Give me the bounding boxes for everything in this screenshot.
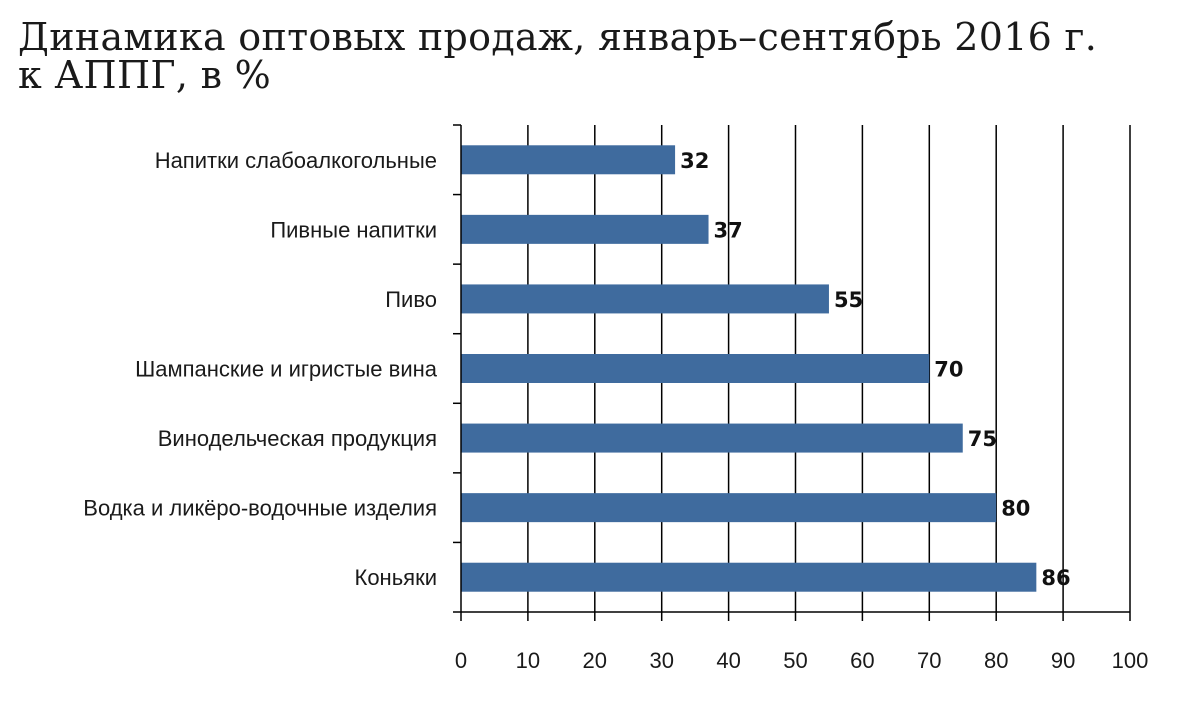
bar-6 [461,562,1037,592]
x-tick-label-0: 0 [455,648,467,673]
x-tick-label-90: 90 [1051,648,1075,673]
x-tick-label-30: 30 [649,648,673,673]
x-tick-label-10: 10 [516,648,540,673]
bar-1 [461,214,709,244]
bars [461,145,1037,592]
chart-title: Динамика оптовых продаж, январь–сентябрь… [18,18,1178,94]
data-label-3: 70 [934,358,963,382]
x-tick-label-60: 60 [850,648,874,673]
bar-0 [461,145,676,175]
labels: 0 10 20 30 40 50 60 70 80 90 100 Напитки слабоалког… [83,148,1148,673]
data-label-5: 80 [1001,497,1030,521]
x-tick-label-40: 40 [716,648,740,673]
category-label-3: Шампанские и игристые вина [135,357,438,382]
x-tick-label-100: 100 [1112,648,1149,673]
axes [453,124,1131,621]
data-label-6: 86 [1041,566,1070,590]
category-label-2: Пиво [385,287,437,312]
bar-2 [461,284,829,314]
x-tick-label-50: 50 [783,648,807,673]
data-label-1: 37 [714,218,743,242]
data-label-4: 75 [968,427,997,451]
bar-3 [461,354,930,383]
category-label-0: Напитки слабоалкогольные [155,148,437,173]
data-label-0: 32 [680,149,709,173]
category-label-6: Коньяки [355,565,438,590]
x-tick-label-70: 70 [917,648,941,673]
chart-title-line-2: к АППГ, в % [18,53,272,97]
bar-4 [461,423,963,453]
category-label-4: Винодельческая продукция [158,426,437,451]
x-tick-label-80: 80 [984,648,1008,673]
bar-5 [461,493,997,523]
chart-title-line-1: Динамика оптовых продаж, январь–сентябрь… [18,15,1098,59]
category-label-5: Водка и ликёро-водочные изделия [83,496,437,521]
category-label-1: Пивные напитки [270,217,437,242]
x-tick-label-20: 20 [583,648,607,673]
data-label-2: 55 [834,288,863,312]
